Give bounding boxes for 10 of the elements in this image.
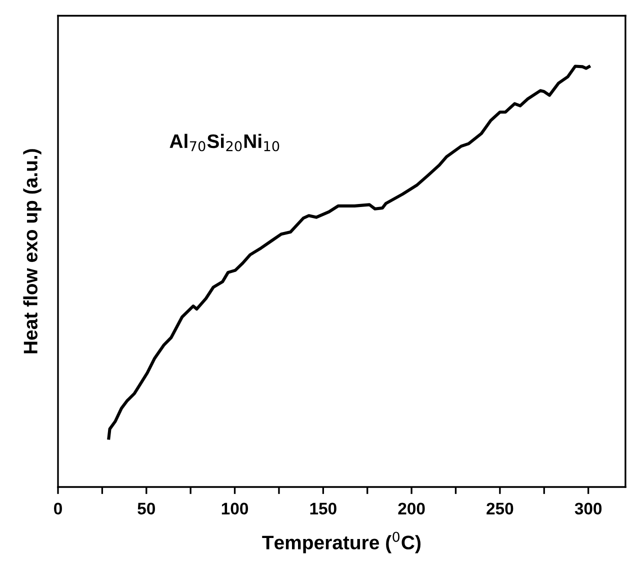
x-tick-label: 300 xyxy=(574,502,602,515)
x-axis-title: Temperature ($^{0}$C) xyxy=(262,532,420,554)
x-tick-label: 250 xyxy=(486,502,514,515)
x-tick-label: 50 xyxy=(138,502,155,515)
x-tick-label: 100 xyxy=(222,502,248,515)
annotation: Al$_{70}$Si$_{20}$Ni$_{10}$ xyxy=(170,134,280,152)
x-tick-label: 150 xyxy=(310,502,336,515)
x-tick-label: 200 xyxy=(398,502,425,515)
y-axis-title: Heat flow exo up (a.u.) xyxy=(23,149,42,354)
x-tick-label: 0 xyxy=(54,502,62,515)
